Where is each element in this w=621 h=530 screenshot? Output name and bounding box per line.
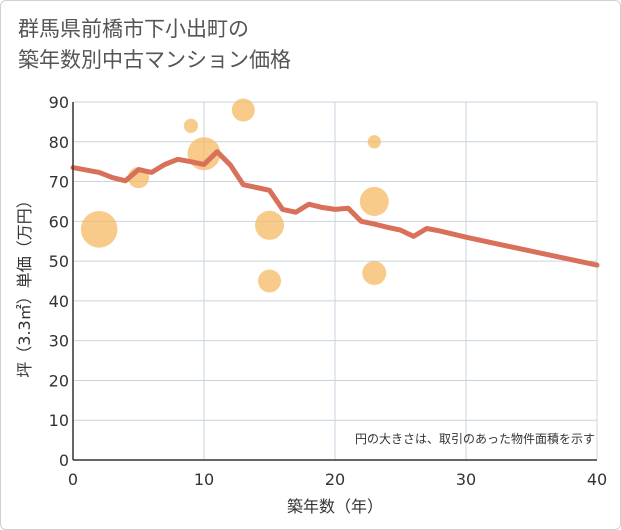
x-tick-label: 30 xyxy=(456,470,476,489)
y-tick-label: 40 xyxy=(49,292,69,311)
x-tick-label: 0 xyxy=(68,470,78,489)
data-bubble xyxy=(183,118,198,133)
bubble-size-note: 円の大きさは、取引のあった物件面積を示す xyxy=(355,431,595,446)
y-tick-label: 20 xyxy=(49,371,69,390)
y-tick-label: 50 xyxy=(49,252,69,271)
y-tick-label: 10 xyxy=(49,411,69,430)
data-bubble xyxy=(362,261,387,286)
axes xyxy=(72,102,597,461)
y-tick-label: 30 xyxy=(49,332,69,351)
trend-line xyxy=(70,149,600,268)
data-bubble xyxy=(231,98,255,122)
x-axis-label: 築年数（年） xyxy=(287,497,383,516)
y-tick-label: 80 xyxy=(49,133,69,152)
bubble-series xyxy=(80,98,389,293)
x-tick-label: 40 xyxy=(587,470,607,489)
y-tick-label: 60 xyxy=(49,212,69,231)
data-bubble xyxy=(80,210,118,248)
y-axis-label: 坪（3.3㎡）単価（万円） xyxy=(15,192,34,377)
trend-line-series xyxy=(70,149,600,268)
data-bubble xyxy=(367,135,381,149)
tick-labels: 0 10 20 30 40 50 60 70 80 90 0 10 20 30 40 xyxy=(49,93,608,489)
y-tick-label: 0 xyxy=(59,451,69,470)
chart-title-line-2: 築年数別中古マンション価格 xyxy=(18,48,291,72)
data-bubble xyxy=(255,210,284,240)
x-tick-label: 20 xyxy=(325,470,345,489)
chart-title-line-1: 群馬県前橋市下小出町の xyxy=(18,17,249,41)
y-tick-label: 70 xyxy=(49,173,69,192)
data-bubble xyxy=(359,186,389,216)
grid-lines xyxy=(73,101,598,460)
chart-title: 群馬県前橋市下小出町の 築年数別中古マンション価格 xyxy=(18,14,578,76)
data-bubble xyxy=(258,269,281,293)
x-tick-label: 10 xyxy=(194,470,214,489)
y-tick-label: 90 xyxy=(49,93,69,112)
